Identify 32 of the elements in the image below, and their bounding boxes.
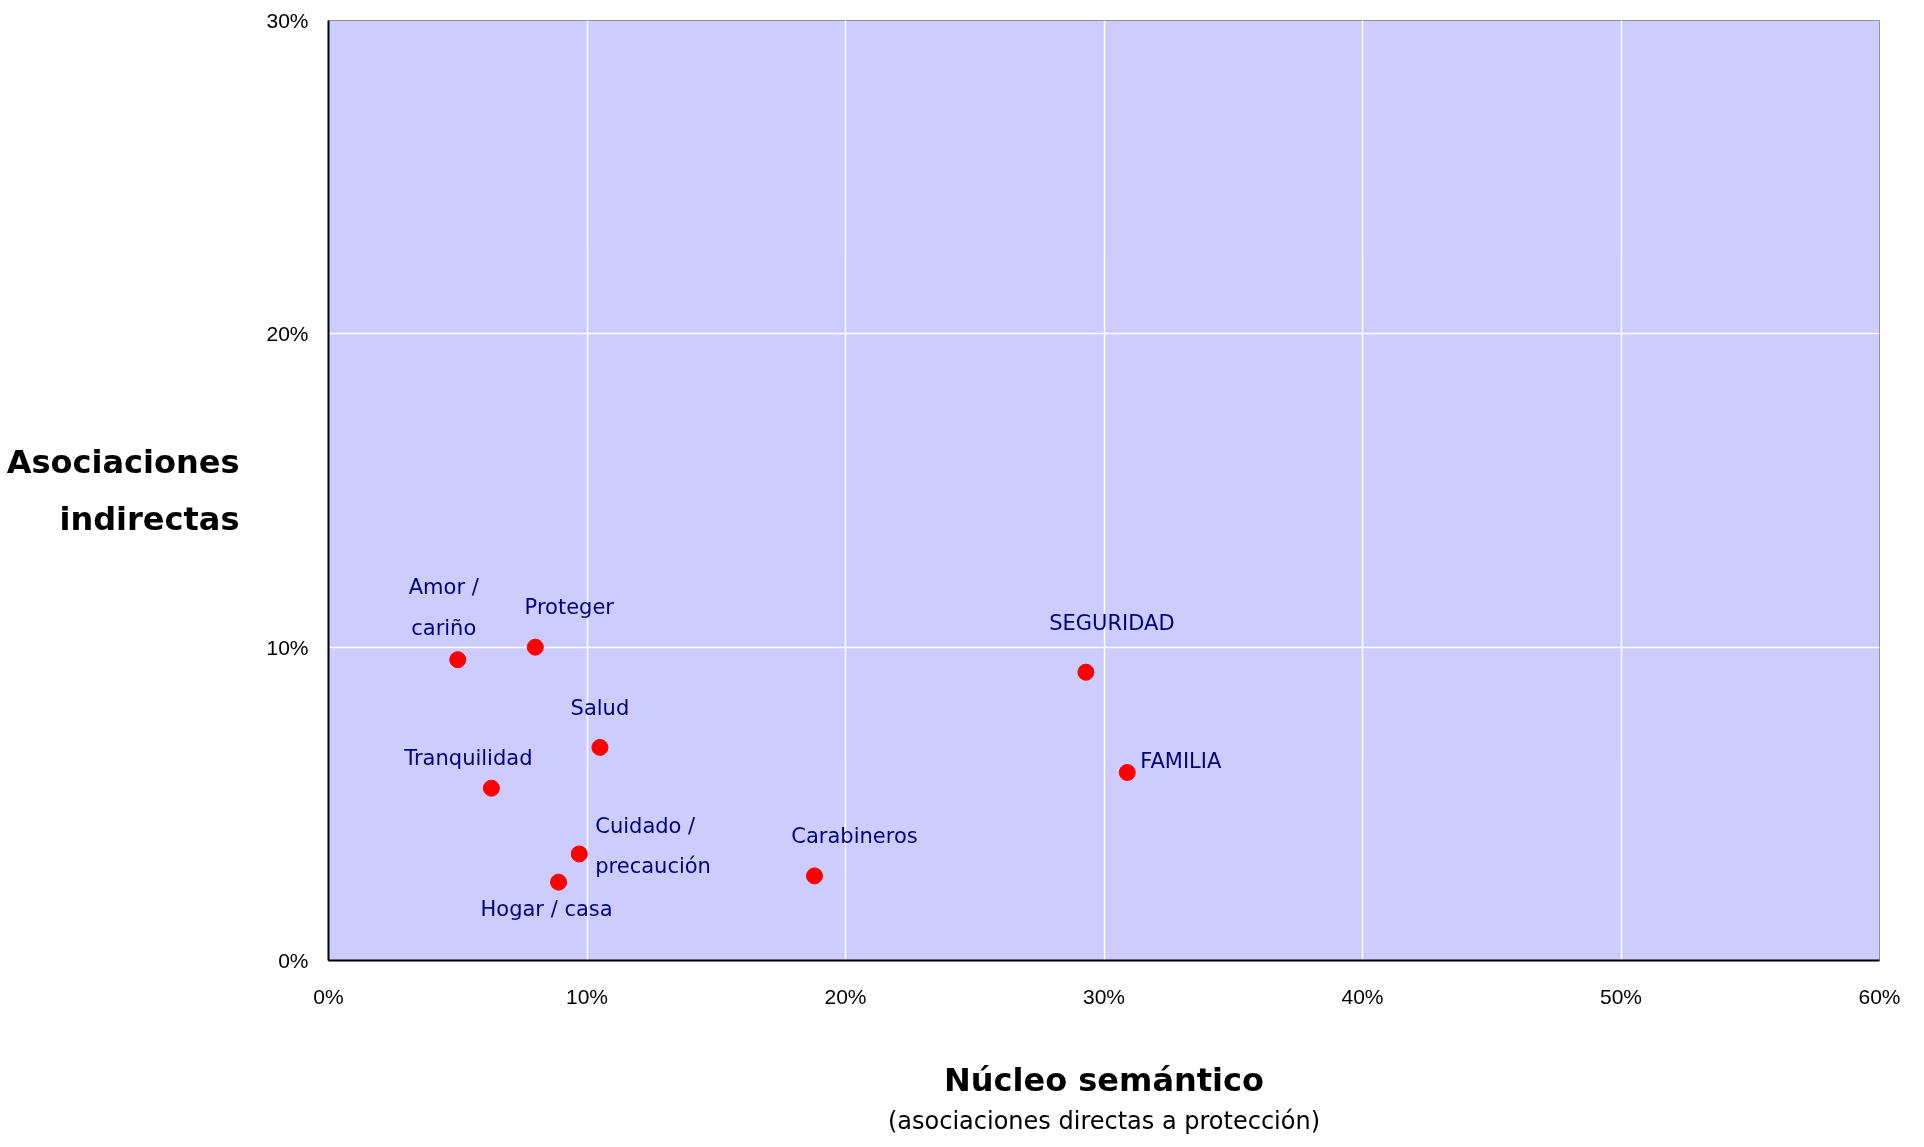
annotation: FAMILIA [1140, 748, 1222, 773]
y-axis-title: Asociaciones indirectas [6, 443, 240, 538]
x-tick-label: 40% [1341, 984, 1384, 1008]
point [449, 651, 467, 669]
x-tick-label: 30% [1082, 984, 1126, 1008]
point [570, 845, 588, 863]
annotation: Amor / cariño [408, 575, 480, 641]
annotation: Cuidado / precaución [595, 813, 711, 879]
x-tick-label: 50% [1599, 984, 1643, 1008]
y-tick-label: 10% [266, 635, 309, 659]
annotation: Salud [570, 696, 630, 721]
annotation: Hogar / casa [480, 897, 613, 922]
point [1118, 764, 1136, 781]
point [550, 873, 568, 891]
x-tick-label: 60% [1858, 984, 1901, 1008]
point [591, 738, 609, 756]
point [805, 867, 823, 885]
text: (asociaciones directas a protección) [887, 1106, 1321, 1135]
point [526, 638, 544, 656]
x-axis-title: Núcleo semántico [943, 1060, 1265, 1099]
annotation: Carabineros [791, 823, 918, 848]
point [1077, 663, 1095, 681]
annotation: SEGURIDAD [1049, 611, 1175, 636]
annotation: Tranquilidad [403, 746, 533, 771]
y-tick-label: 20% [266, 322, 309, 346]
annotation: Proteger [524, 595, 615, 620]
point [482, 779, 500, 797]
y-tick-label: 0% [278, 949, 309, 972]
x-tick-label: 10% [565, 984, 609, 1008]
x-tick-label: 0% [313, 984, 344, 1008]
x-tick-label: 20% [824, 984, 867, 1008]
y-tick-label: 30% [266, 9, 309, 32]
